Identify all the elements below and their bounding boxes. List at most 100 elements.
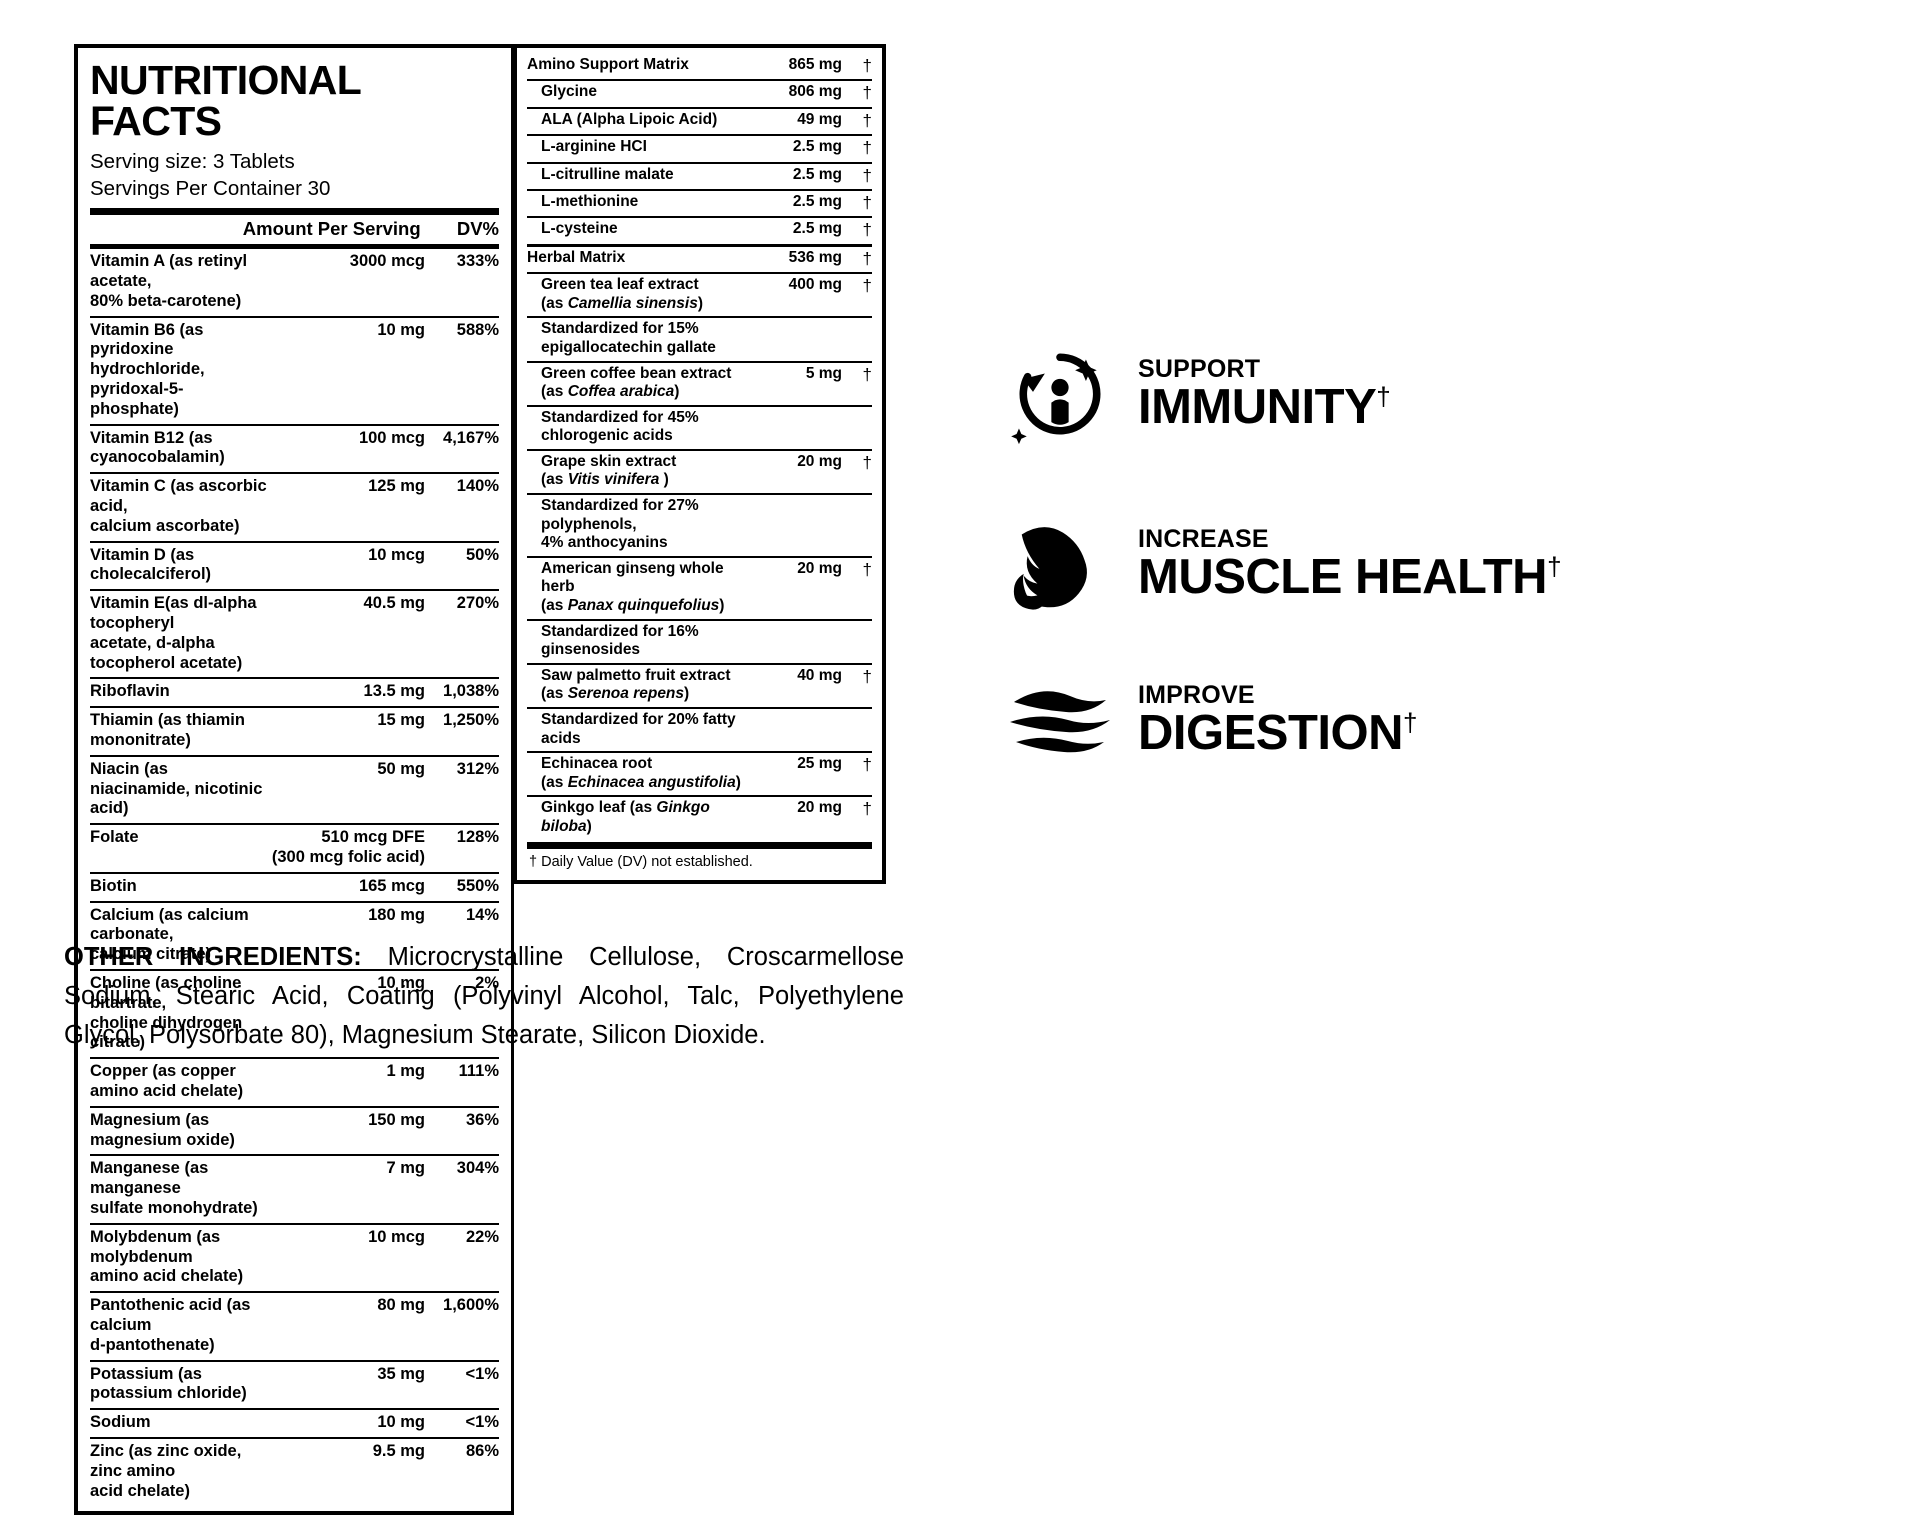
table-row: Copper (as copper amino acid chelate) 1 m… [90, 1057, 499, 1107]
other-ingredients-label: OTHER INGREDIENTS: [64, 943, 362, 971]
ingredient-amount: 2.5 mg [750, 188, 842, 218]
nutrient-amount: 40.5 mg [271, 589, 425, 679]
nutrient-dv-percent: 140% [425, 472, 499, 542]
benefit-muscle-small: INCREASE [1138, 524, 1269, 553]
nutrient-name: Vitamin E(as dl-alpha tocopheryl acetate,… [90, 589, 272, 679]
ingredient-dv-symbol: † [842, 161, 872, 190]
table-header-row: Amount Per Serving DV% [90, 215, 499, 244]
nutrient-name: Manganese (as manganese sulfate monohydra… [90, 1154, 272, 1224]
nutrient-dv-percent: <1% [425, 1359, 499, 1410]
table-row: Standardized for 20% fatty acids [527, 706, 872, 753]
nutrient-dv-percent: 86% [425, 1436, 499, 1506]
nutrient-name: Calcium (as calcium carbonate, calcium ci… [90, 900, 272, 970]
benefit-immunity-small: SUPPORT [1138, 354, 1261, 383]
table-row: Magnesium (as magnesium oxide) 150 mg 36% [90, 1105, 499, 1156]
ingredient-dv-symbol: † [842, 106, 872, 136]
servings-per-container: Servings Per Container 30 [90, 177, 331, 201]
benefit-muscle-health: INCREASE MUSCLE HEALTH† [1000, 516, 1600, 612]
ingredient-amount: 536 mg [750, 243, 842, 274]
nutrient-amount: 80 mg [271, 1291, 425, 1361]
ingredient-name: L-arginine HCI [527, 134, 750, 163]
nutrient-name: Vitamin C (as ascorbic acid, calcium asco… [90, 472, 272, 542]
nutrient-dv-percent: <1% [425, 1408, 499, 1438]
table-row: Potassium (as potassium chloride) 35 mg <1… [90, 1359, 499, 1410]
ingredient-name: American ginseng whole herb (as Panax qui… [527, 555, 750, 620]
nutrient-amount: 180 mg [271, 900, 425, 970]
nutrient-amount: 150 mg [271, 1105, 425, 1156]
nutrient-dv-percent: 36% [425, 1105, 499, 1156]
standardization-note: Standardized for 45% chlorogenic acids [527, 404, 750, 450]
table-row: Green coffee bean extract (as Coffea arab… [527, 360, 872, 406]
ingredient-dv-symbol: † [842, 555, 872, 620]
nutrient-name: Vitamin B6 (as pyridoxine hydrochloride,… [90, 315, 272, 425]
table-row: Riboflavin 13.5 mg 1,038% [90, 677, 499, 708]
matrix-header-row: Amino Support Matrix 865 mg † [527, 54, 872, 80]
nutrient-dv-percent: 14% [425, 900, 499, 970]
standardization-note: Standardized for 15% epigallocatechin ga… [527, 316, 750, 362]
ingredient-amount: 2.5 mg [750, 161, 842, 190]
nutrient-dv-percent: 312% [425, 754, 499, 825]
nutrient-dv-percent: 270% [425, 589, 499, 679]
table-row: Ginkgo leaf (as Ginkgo biloba) 20 mg † [527, 795, 872, 840]
nutrient-amount: 165 mcg [271, 871, 425, 902]
ingredient-dv-symbol: † [862, 56, 872, 75]
ingredient-dv-symbol: † [842, 188, 872, 218]
nutrient-dv-percent: 333% [456, 252, 499, 271]
nutrient-dv-percent: 22% [425, 1222, 499, 1293]
benefit-digestion-big: DIGESTION [1138, 706, 1404, 761]
nutrient-amount: 510 mcg DFE (300 mcg folic acid) [271, 823, 425, 873]
matrix-title: Amino Support Matrix [527, 56, 689, 73]
table-row: Standardized for 16% ginsenosides [527, 618, 872, 664]
benefit-digestion: IMPROVE DIGESTION† [1000, 680, 1600, 760]
ingredient-amount: 2.5 mg [750, 134, 842, 163]
nutrient-dv-percent: 128% [425, 823, 499, 873]
nutrient-name: Zinc (as zinc oxide, zinc amino acid chel… [90, 1436, 272, 1506]
ingredient-dv-symbol: † [842, 272, 872, 318]
ingredient-name: L-citrulline malate [527, 161, 750, 190]
nutrient-name: Vitamin B12 (as cyanocobalamin) [90, 423, 272, 474]
nutrient-amount: 13.5 mg [271, 677, 425, 708]
muscle-arm-icon [1000, 516, 1120, 612]
nutrient-dv-percent: 111% [425, 1057, 499, 1107]
ingredient-dv-symbol [842, 618, 872, 664]
nutrient-amount: 15 mg [271, 706, 425, 756]
table-row: Saw palmetto fruit extract (as Serenoa re… [527, 662, 872, 708]
nutrient-name: Sodium [90, 1408, 272, 1438]
nutrient-name: Vitamin D (as cholecalciferol) [90, 540, 272, 591]
nutrient-amount: 10 mg [271, 315, 425, 425]
nutrient-amount: 100 mcg [271, 423, 425, 474]
benefit-muscle-dagger: † [1547, 551, 1562, 582]
nutrient-amount: 7 mg [271, 1154, 425, 1224]
nutrient-dv-percent: 1,600% [425, 1291, 499, 1361]
table-row: Zinc (as zinc oxide, zinc amino acid chel… [90, 1436, 499, 1506]
ingredient-amount: 20 mg [750, 795, 842, 840]
ingredient-dv-symbol: † [842, 795, 872, 840]
nutrient-dv-percent: 304% [425, 1154, 499, 1224]
nutrient-name: Riboflavin [90, 677, 272, 708]
ingredient-amount: 5 mg [750, 360, 842, 406]
ingredient-name: ALA (Alpha Lipoic Acid) [527, 106, 750, 136]
nutrient-name: Magnesium (as magnesium oxide) [90, 1105, 272, 1156]
nutrient-name: Choline (as choline bitartrate, choline d… [90, 968, 272, 1059]
ingredient-amount: 2.5 mg [750, 216, 842, 246]
table-row: Vitamin C (as ascorbic acid, calcium asco… [90, 472, 499, 542]
ingredient-name: L-cysteine [527, 216, 750, 246]
ingredient-dv-symbol: † [842, 216, 872, 246]
ingredient-amount: 20 mg [750, 555, 842, 620]
serving-size: Serving size: 3 Tablets [90, 150, 295, 173]
ingredient-amount: 20 mg [750, 448, 842, 495]
nutrient-dv-percent: 50% [425, 540, 499, 591]
standardization-note: Standardized for 16% ginsenosides [527, 618, 750, 664]
matrix-table: Amino Support Matrix 865 mg † Glycine 806 mg… [527, 54, 872, 840]
table-row: Standardized for 27% polyphenols, 4% anth… [527, 493, 872, 557]
ingredient-name: Green coffee bean extract (as Coffea arab… [527, 360, 750, 406]
ingredient-amount [750, 706, 842, 753]
table-row: Standardized for 45% chlorogenic acids [527, 404, 872, 450]
ingredient-amount: 40 mg [750, 662, 842, 708]
nutrient-rows: Vitamin A (as retinyl acetate, 80% beta-c… [90, 249, 499, 1506]
other-ingredients-text: Microcrystalline Cellulose, Croscarmello… [64, 943, 905, 1049]
table-row: L-arginine HCI 2.5 mg † [527, 134, 872, 163]
nutrient-amount: 3000 mcg [349, 252, 425, 271]
standardization-note: Standardized for 27% polyphenols, 4% anth… [527, 493, 750, 557]
table-row: L-citrulline malate 2.5 mg † [527, 161, 872, 190]
